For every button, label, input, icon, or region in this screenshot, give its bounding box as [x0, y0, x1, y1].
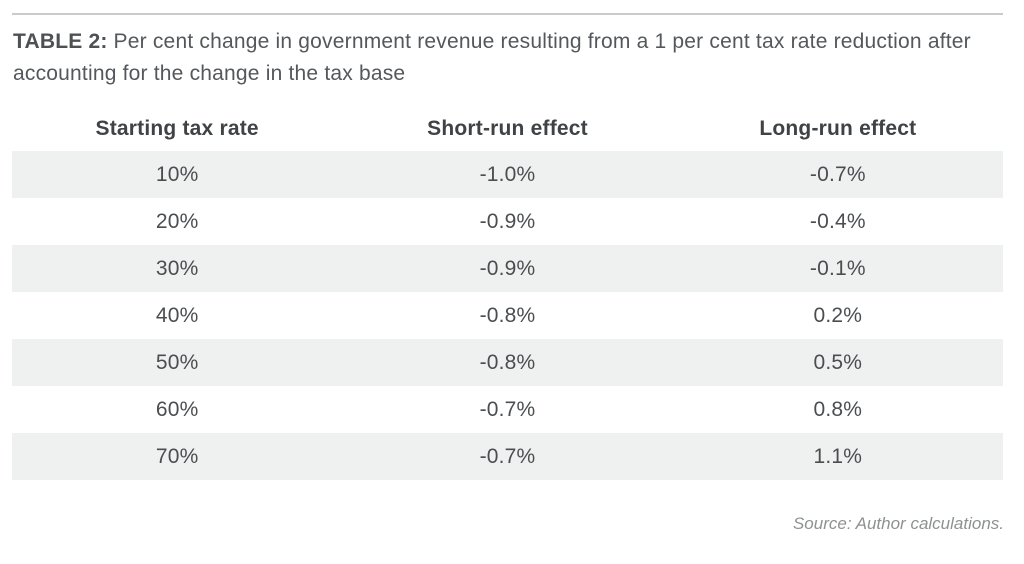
table-row: 10% -1.0% -0.7%	[12, 151, 1003, 198]
table-row: 30% -0.9% -0.1%	[12, 245, 1003, 292]
table-cell: -0.7%	[809, 162, 866, 186]
data-table: Starting tax rate Short-run effect Long-…	[12, 107, 1003, 480]
table-cell: -0.9%	[479, 256, 536, 280]
table-cell: 70%	[155, 444, 199, 468]
table-cell: 40%	[155, 303, 199, 327]
table-cell: 10%	[155, 162, 199, 186]
table-cell: 1.1%	[813, 444, 863, 468]
table-cell: 20%	[155, 209, 199, 233]
table-title-text: Per cent change in government revenue re…	[13, 30, 971, 85]
table-cell: 0.8%	[813, 397, 863, 421]
table-cell: 50%	[155, 350, 199, 374]
table-row: 60% -0.7% 0.8%	[12, 386, 1003, 433]
table-cell: -0.1%	[809, 256, 866, 280]
table-cell: -1.0%	[479, 162, 536, 186]
table-cell: -0.8%	[479, 350, 536, 374]
table-cell: 0.5%	[813, 350, 863, 374]
table-row: 40% -0.8% 0.2%	[12, 292, 1003, 339]
column-header-starting-tax-rate: Starting tax rate	[95, 117, 259, 140]
top-divider	[12, 13, 1003, 15]
table-cell: -0.8%	[479, 303, 536, 327]
table-cell: 0.2%	[813, 303, 863, 327]
table-header-row: Starting tax rate Short-run effect Long-…	[12, 107, 1003, 151]
table-number-label: TABLE 2:	[13, 30, 108, 53]
table-cell: 30%	[155, 256, 199, 280]
table-row: 50% -0.8% 0.5%	[12, 339, 1003, 386]
table-cell: -0.4%	[809, 209, 866, 233]
table-title: TABLE 2: Per cent change in government re…	[13, 26, 1011, 90]
source-note: Source: Author calculations.	[792, 514, 1004, 533]
column-header-short-run-effect: Short-run effect	[427, 117, 588, 140]
table-cell: -0.7%	[479, 397, 536, 421]
table-cell: 60%	[155, 397, 199, 421]
table-cell: -0.9%	[479, 209, 536, 233]
table-cell: -0.7%	[479, 444, 536, 468]
column-header-long-run-effect: Long-run effect	[759, 117, 917, 140]
table-row: 20% -0.9% -0.4%	[12, 198, 1003, 245]
table-row: 70% -0.7% 1.1%	[12, 433, 1003, 480]
